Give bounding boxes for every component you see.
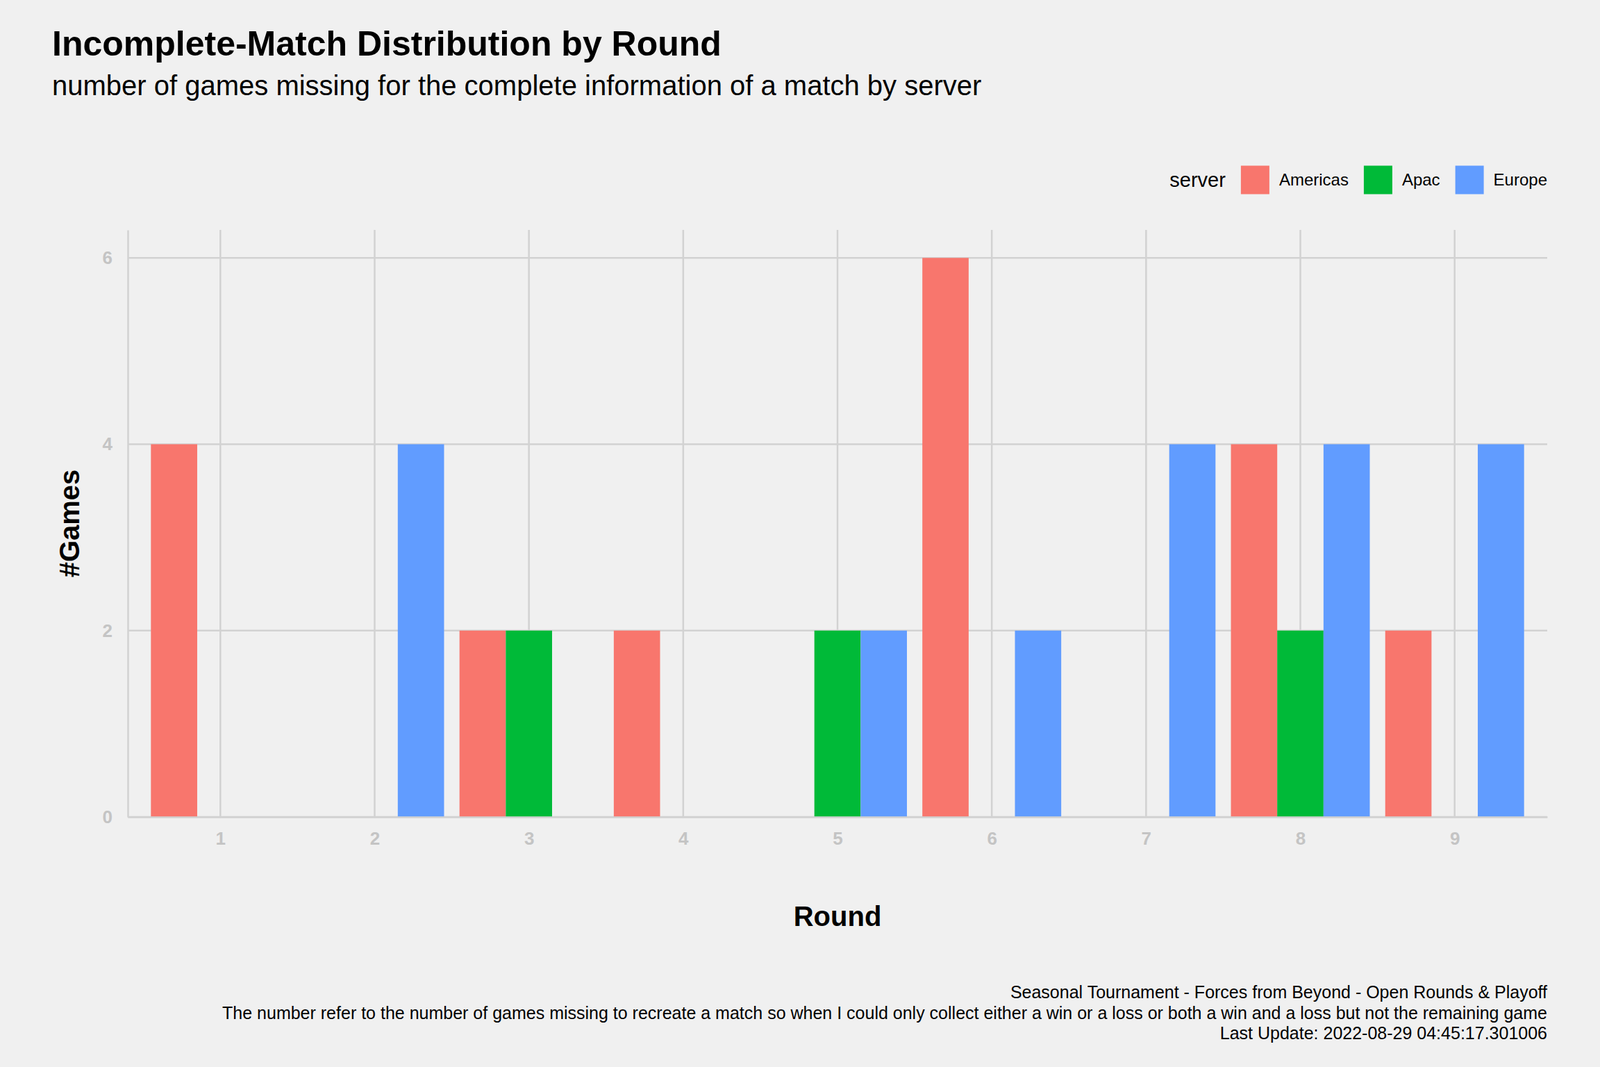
legend-key <box>1455 165 1485 195</box>
tick: 6 <box>986 816 997 849</box>
chart: Incomplete-Match Distribution by Round nu… <box>0 0 1600 1067</box>
bar <box>150 443 198 817</box>
legend: server Americas Apac Europe <box>1169 165 1548 195</box>
y-axis-title: #Games <box>54 469 85 578</box>
grid-line <box>373 229 376 817</box>
bar <box>613 630 661 817</box>
axis-line <box>128 815 1548 819</box>
tick: 2 <box>102 620 128 641</box>
bar <box>860 630 907 817</box>
bar <box>397 443 445 817</box>
grid-line <box>1145 229 1148 817</box>
tick: 5 <box>832 816 843 849</box>
bar <box>1277 630 1324 817</box>
bars <box>150 257 1524 817</box>
tick: 9 <box>1450 816 1460 849</box>
tick: 8 <box>1295 816 1306 849</box>
x-axis: 1 2 3 4 5 6 7 8 9 <box>128 816 1548 849</box>
caption: The number refer to the number of games … <box>222 1002 1548 1023</box>
bar <box>814 630 862 817</box>
tick-label: 6 <box>102 247 113 269</box>
tick-label: 6 <box>986 827 997 849</box>
tick-label: 2 <box>102 620 113 641</box>
x-axis-title: Round <box>793 900 882 932</box>
grid <box>127 229 1548 817</box>
background <box>0 0 1600 1067</box>
caption: Seasonal Tournament - Forces from Beyond… <box>1010 981 1548 1002</box>
tick-label: 5 <box>832 827 843 849</box>
tick: 0 <box>102 806 128 828</box>
caption: Last Update: 2022-08-29 04:45:17.301006 <box>1220 1022 1548 1043</box>
legend-label: Americas <box>1279 170 1349 189</box>
tick: 2 <box>370 816 380 849</box>
tick: 4 <box>678 816 689 849</box>
bar <box>505 630 553 817</box>
tick-label: 1 <box>215 827 226 849</box>
grid-line <box>990 229 994 817</box>
bar <box>1477 443 1525 817</box>
legend-title: server <box>1169 168 1226 191</box>
legend-label: Europe <box>1493 170 1548 189</box>
tick: 1 <box>215 816 226 849</box>
tick-label: 4 <box>102 433 114 455</box>
bar <box>1385 630 1432 817</box>
bar <box>1323 443 1371 817</box>
tick-label: 0 <box>102 806 113 828</box>
tick: 3 <box>524 816 535 849</box>
tick-label: 8 <box>1295 827 1306 849</box>
tick: 7 <box>1141 816 1152 849</box>
tick-label: 9 <box>1450 827 1460 849</box>
legend-key <box>1240 165 1270 195</box>
tick-label: 7 <box>1141 827 1152 849</box>
tick-label: 2 <box>370 827 380 849</box>
subtitle: number of games missing for the complete… <box>52 70 982 101</box>
axis-line <box>127 230 130 818</box>
tick-label: 3 <box>524 827 535 849</box>
bar <box>459 630 507 817</box>
tick-label: 4 <box>678 827 689 849</box>
grid-line <box>219 229 222 817</box>
bar <box>1169 443 1216 817</box>
legend-key <box>1363 165 1393 195</box>
grid-line <box>682 229 685 817</box>
bar <box>1231 443 1278 817</box>
legend-label: Apac <box>1402 170 1441 189</box>
grid-line <box>1453 229 1456 817</box>
bar <box>922 257 969 817</box>
y-axis: 0 2 4 6 <box>102 230 129 828</box>
tick: 6 <box>102 247 128 269</box>
title: Incomplete-Match Distribution by Round <box>52 24 722 64</box>
bar <box>1015 630 1062 817</box>
tick: 4 <box>102 433 128 455</box>
